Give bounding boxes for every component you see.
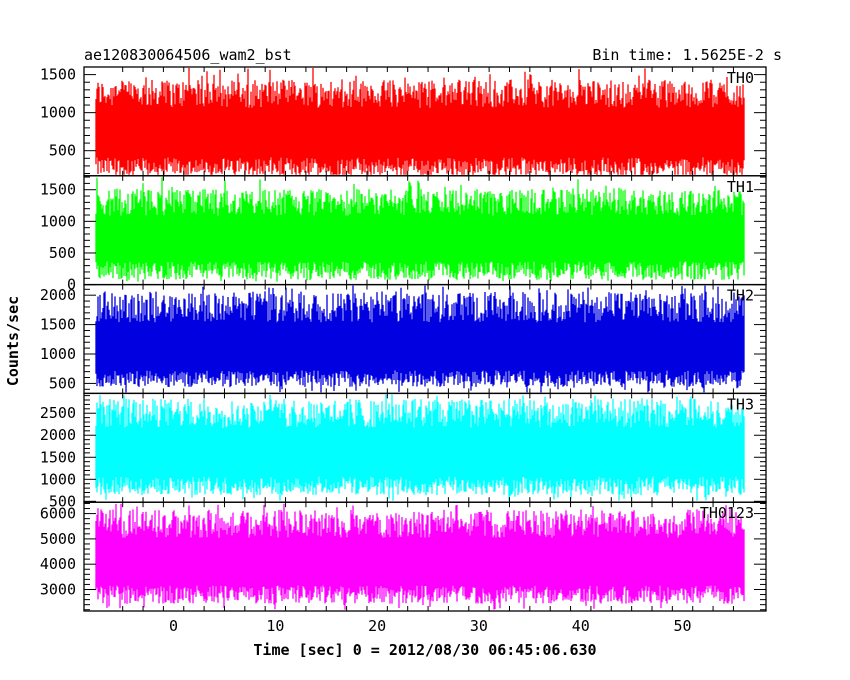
x-tick-label: 40: [572, 617, 590, 635]
panel-th3-label: TH3: [727, 395, 754, 413]
panel-th0-label: TH0: [727, 69, 754, 87]
y-tick-label: 1500: [40, 181, 76, 199]
y-tick-label: 2000: [40, 426, 76, 444]
x-axis-label: Time [sec] 0 = 2012/08/30 06:45:06.630: [253, 641, 596, 659]
y-tick-label: 1500: [40, 66, 76, 84]
y-tick-label: 0: [67, 276, 76, 294]
y-tick-label: 500: [49, 244, 76, 262]
y-tick-label: 1000: [40, 212, 76, 230]
series-th2-line: [95, 285, 745, 393]
y-tick-label: 6000: [40, 505, 76, 523]
x-tick-label: 10: [266, 617, 284, 635]
y-tick-label: 1000: [40, 104, 76, 122]
panels-group: TH050010001500TH1050010001500TH250010001…: [40, 66, 767, 635]
series-th0-line: [95, 68, 745, 175]
y-tick-label: 1500: [40, 316, 76, 334]
chart-title: ae120830064506_wam2_bst: [84, 46, 292, 64]
y-tick-label: 500: [49, 142, 76, 160]
y-tick-label: 500: [49, 374, 76, 392]
y-tick-label: 5000: [40, 530, 76, 548]
y-tick-label: 3000: [40, 580, 76, 598]
panel-th0123-frame: [83, 501, 767, 612]
y-axis-label: Counts/sec: [4, 296, 22, 386]
y-tick-label: 4000: [40, 555, 76, 573]
series-th0123-line: [95, 503, 745, 610]
x-tick-label: 50: [674, 617, 692, 635]
y-tick-label: 1000: [40, 470, 76, 488]
x-tick-label: 30: [470, 617, 488, 635]
panel-th1-label: TH1: [727, 178, 754, 196]
x-tick-label: 0: [169, 617, 178, 635]
panel-th2-label: TH2: [727, 287, 754, 305]
y-tick-label: 2500: [40, 404, 76, 422]
y-tick-label: 1500: [40, 448, 76, 466]
series-th1-line: [95, 177, 745, 282]
y-tick-label: 500: [49, 492, 76, 510]
series-th3-line: [95, 394, 745, 502]
bin-time-label: Bin time: 1.5625E-2 s: [592, 46, 782, 64]
y-tick-label: 1000: [40, 345, 76, 363]
y-tick-label: 2000: [40, 286, 76, 304]
x-tick-label: 20: [368, 617, 386, 635]
panel-th0123-label: TH0123: [700, 504, 754, 522]
